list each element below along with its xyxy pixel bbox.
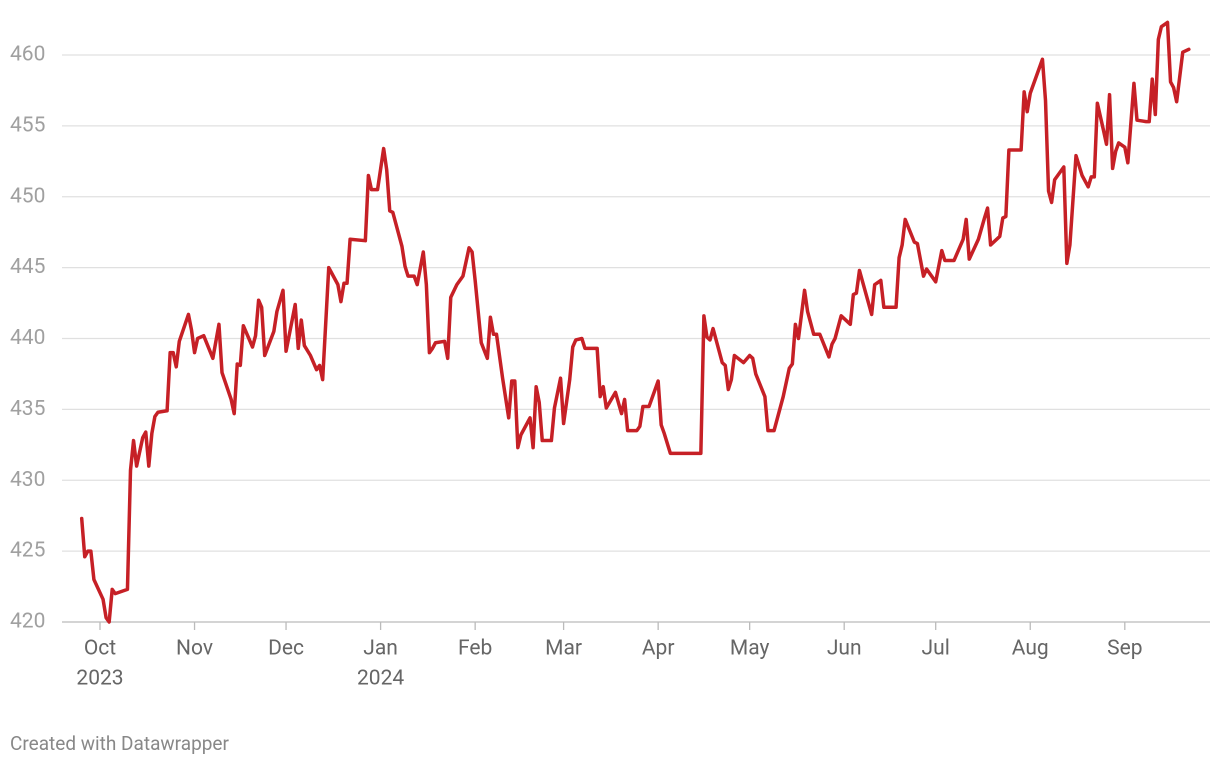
- x-tick-label: Apr: [642, 637, 675, 661]
- y-tick-label: 430: [10, 468, 45, 492]
- x-tick-label: Oct: [84, 637, 116, 661]
- credit: Created with Datawrapper: [10, 732, 229, 755]
- x-tick-label: Sep: [1107, 637, 1142, 661]
- y-tick-label: 450: [10, 184, 45, 208]
- x-tick-label: Nov: [176, 637, 213, 661]
- x-tick-label: Aug: [1012, 637, 1049, 661]
- x-tick-year: 2024: [357, 667, 404, 691]
- x-tick-label: Jun: [827, 637, 862, 661]
- y-tick-label: 440: [10, 326, 45, 350]
- y-tick-label: 460: [10, 43, 45, 67]
- line: [79, 20, 1191, 624]
- x-tick-year: 2023: [76, 667, 123, 691]
- y-tick-label: 425: [10, 539, 45, 563]
- y-tick-label: 445: [10, 255, 45, 279]
- y-tick-label: 435: [10, 397, 45, 421]
- y-tick-label: 455: [10, 113, 45, 137]
- x-tick-label: Jul: [922, 637, 950, 661]
- x-tick-label: May: [730, 637, 770, 661]
- x-tick-label: Feb: [458, 637, 492, 661]
- x-tick-label: Dec: [268, 637, 304, 661]
- y-tick-label: 420: [10, 610, 45, 634]
- x-tick-label: Jan: [363, 637, 398, 661]
- x-tick-label: Mar: [545, 637, 582, 661]
